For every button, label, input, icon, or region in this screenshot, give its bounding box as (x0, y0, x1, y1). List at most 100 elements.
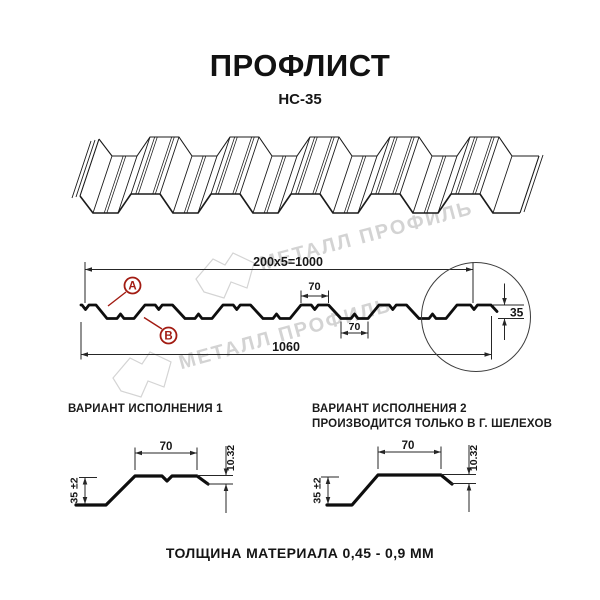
dim-arrow (82, 497, 88, 504)
rib-groove (314, 136, 335, 195)
valley-groove (266, 155, 287, 214)
dim-arrow (325, 477, 331, 484)
valley-groove (346, 155, 367, 214)
rib-edge (479, 136, 500, 195)
rib-groove (297, 136, 318, 195)
profile-model-code: НС-35 (278, 91, 322, 108)
watermark-logo (195, 252, 255, 299)
callout-b-circle (159, 326, 178, 345)
callout-b-letter: B (164, 331, 172, 343)
variant1-title: ВАРИАНТ ИСПОЛНЕНИЯ 1 (68, 403, 223, 415)
dim-arrow (466, 267, 473, 272)
rib-edge (332, 155, 353, 214)
dim-arrow (378, 449, 385, 455)
left-end-thickness (71, 140, 92, 199)
dim-arrow (321, 293, 329, 299)
rib-edge (399, 136, 420, 195)
v2-dim-lip: 10.32 (468, 445, 480, 471)
variant2-subtitle: ПРОИЗВОДИТСЯ ТОЛЬКО В Г. ШЕЛЕХОВ (312, 418, 553, 430)
rib-groove (392, 136, 413, 195)
dim-top-flange: 70 (308, 281, 320, 293)
right-end-thickness (523, 154, 544, 213)
dim-profile-height: 35 (510, 306, 524, 320)
rib-groove (215, 136, 236, 195)
rib-groove (217, 136, 238, 195)
variant1-profile (74, 474, 210, 507)
dim-arrow (502, 298, 507, 305)
watermark-layer: МЕТАЛЛ ПРОФИЛЬ МЕТАЛЛ ПРОФИЛЬ (112, 197, 476, 398)
rib-groove (394, 136, 415, 195)
callout-a-leader (107, 291, 127, 307)
dim-total-width: 1060 (272, 340, 300, 354)
dim-arrow (361, 330, 368, 336)
rib-edge (357, 155, 378, 214)
variant1-detail-drawing (74, 446, 233, 513)
rib-groove (457, 136, 478, 195)
dim-arrow (190, 450, 197, 456)
dim-arrow (82, 477, 88, 485)
dim-arrow (135, 450, 142, 456)
dim-bottom-flange: 70 (349, 321, 361, 333)
detail-magnifier-circle (421, 262, 531, 372)
dim-arrow (223, 484, 229, 491)
callout-a-letter: A (128, 281, 136, 293)
dim-arrow (85, 267, 92, 272)
valley-groove (186, 155, 207, 214)
rib-groove (295, 136, 316, 195)
rib-edge (159, 136, 180, 195)
rib-edge (319, 136, 340, 195)
variant2-title-block: ВАРИАНТ ИСПОЛНЕНИЯ 2 ПРОИЗВОДИТСЯ ТОЛЬКО… (312, 402, 562, 432)
rib-edge (437, 155, 458, 214)
rib-groove (312, 136, 333, 195)
left-end-edge (79, 138, 100, 197)
rib-edge (239, 136, 260, 195)
rib-edge (130, 136, 151, 195)
dim-arrow (341, 330, 348, 336)
variant2-detail-drawing (321, 445, 476, 512)
rib-edge (277, 155, 298, 214)
rib-edge (450, 136, 471, 195)
dim-arrow (484, 352, 492, 357)
rib-edge (492, 155, 513, 214)
v2-dim-top: 70 (402, 440, 415, 452)
dimension-labels: 200x5=1000 70 70 1060 35 A B 70 35 ±2 10… (69, 255, 524, 504)
callout-a-circle (123, 276, 142, 295)
dim-arrow (223, 468, 229, 476)
material-thickness-note: ТОЛЩИНА МАТЕРИАЛА 0,45 - 0,9 ММ (165, 545, 435, 561)
dim-arrow (502, 318, 507, 326)
valley-groove (106, 155, 127, 214)
front-cut-edge (79, 193, 520, 214)
rib-edge (197, 155, 218, 214)
valley-groove (426, 155, 447, 214)
dim-arrow (81, 352, 88, 357)
cross-section-view (79, 262, 531, 372)
rib-groove (474, 136, 495, 195)
rib-edge (412, 155, 433, 214)
rib-edge (210, 136, 231, 195)
rib-edge (172, 155, 193, 214)
rib-groove (135, 136, 156, 195)
v2-dim-height: 35 ±2 (312, 477, 324, 503)
left-end-thickness (75, 139, 96, 198)
rib-groove (232, 136, 253, 195)
watermark-logo (112, 351, 172, 398)
rib-groove (377, 136, 398, 195)
v1-dim-lip: 10.32 (225, 445, 237, 471)
back-edge (98, 136, 539, 157)
rib-groove (472, 136, 493, 195)
dim-arrow (466, 483, 472, 491)
rib-groove (154, 136, 175, 195)
v1-dim-top: 70 (160, 441, 173, 453)
dim-arrow (301, 293, 308, 299)
rib-groove (152, 136, 173, 195)
rib-edge (92, 155, 113, 214)
valley-groove (423, 155, 444, 214)
rib-edge (370, 136, 391, 195)
rib-groove (234, 136, 255, 195)
v1-dim-height: 35 ±2 (69, 477, 81, 503)
dim-working-width: 200x5=1000 (253, 255, 323, 269)
valley-groove (263, 155, 284, 214)
valley-groove (183, 155, 204, 214)
